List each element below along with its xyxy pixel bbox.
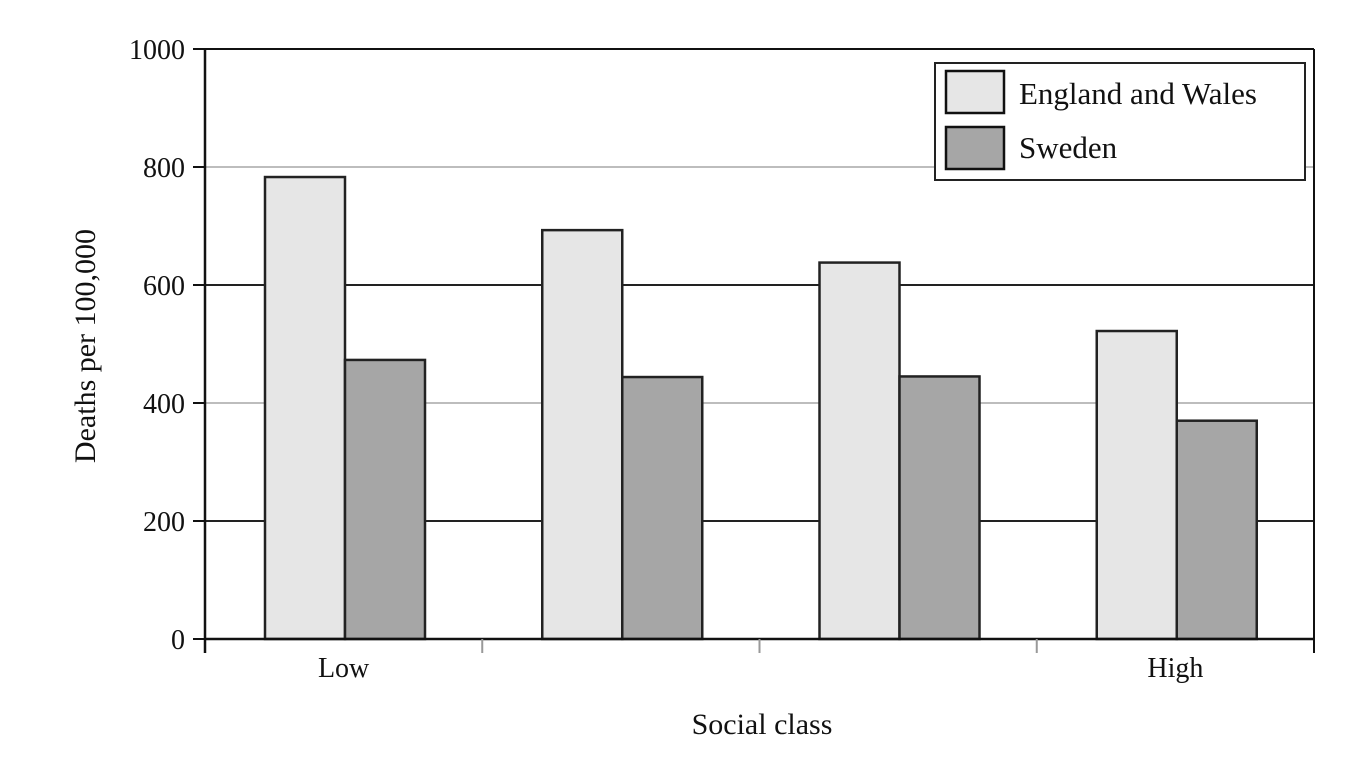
x-tick-label: High <box>1147 653 1203 684</box>
y-axis-title: Deaths per 100,000 <box>69 229 102 463</box>
legend-swatch-sweden <box>944 125 1006 171</box>
bar-sweden-3 <box>898 375 981 641</box>
y-tick-label: 400 <box>143 389 185 420</box>
bar-sweden-4 <box>1175 419 1258 641</box>
legend-label-england-and-wales: England and Wales <box>1019 76 1257 111</box>
y-tick-label: 200 <box>143 507 185 538</box>
bar-england-and-wales-2 <box>541 228 624 641</box>
y-tick-label: 600 <box>143 271 185 302</box>
y-tick-labels: 0 200 400 600 800 1000 <box>129 35 205 656</box>
x-tick-label: Low <box>318 653 370 684</box>
bar-england-and-wales-1 <box>263 175 347 641</box>
bar-sweden-1 <box>343 358 427 641</box>
y-tick-label: 800 <box>143 153 185 184</box>
legend-swatch-england-and-wales <box>944 69 1006 115</box>
bars <box>263 175 1258 641</box>
legend-label-sweden: Sweden <box>1019 130 1118 165</box>
bar-england-and-wales-4 <box>1095 329 1178 641</box>
y-tick-label: 1000 <box>129 35 185 66</box>
legend: England and Wales Sweden <box>934 62 1306 181</box>
y-tick-label: 0 <box>171 625 185 656</box>
x-axis-title: Social class <box>692 708 833 741</box>
bar-england-and-wales-3 <box>818 261 901 641</box>
x-tick-labels: Low High <box>318 639 1203 684</box>
bar-sweden-2 <box>621 375 704 641</box>
